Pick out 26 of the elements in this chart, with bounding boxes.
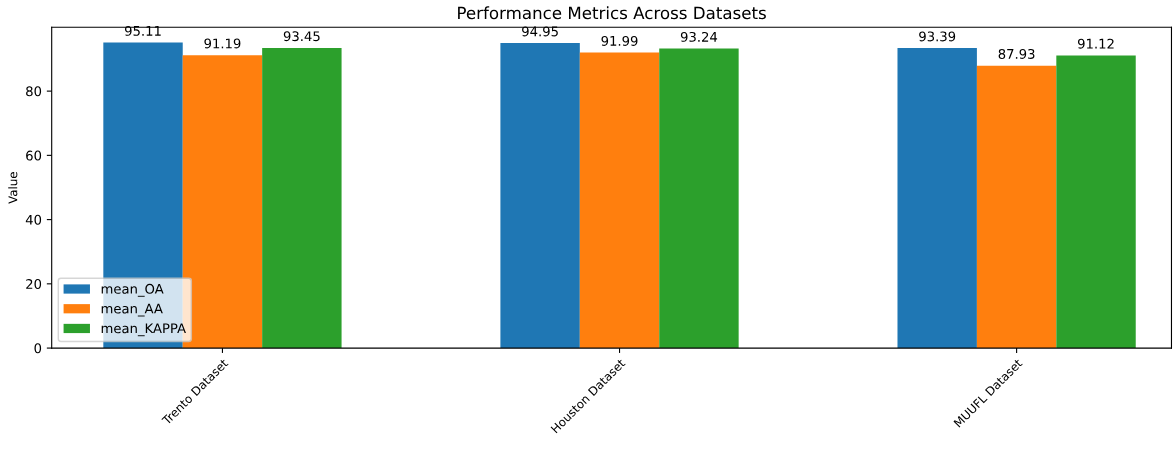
legend-label: mean_AA	[101, 303, 163, 317]
y-tick-label: 40	[25, 214, 42, 225]
data-label: 91.99	[601, 35, 638, 46]
y-tick-label: 0	[34, 343, 42, 354]
y-tick-label: 60	[26, 150, 42, 161]
bar	[262, 47, 342, 349]
y-tick-label: 80	[26, 86, 42, 97]
bar	[659, 48, 739, 349]
data-label: 93.39	[919, 31, 956, 42]
data-label: 91.12	[1077, 38, 1114, 49]
data-label: 87.93	[998, 48, 1035, 59]
bar	[1056, 55, 1136, 349]
data-label: 94.95	[522, 26, 558, 37]
legend-label: mean_KAPPA	[101, 323, 186, 337]
data-label: 93.24	[680, 31, 718, 42]
bar	[579, 52, 660, 349]
bar	[976, 65, 1057, 349]
bar	[500, 43, 580, 349]
chart-title: Performance Metrics Across Datasets	[458, 6, 766, 20]
data-label: 93.45	[283, 31, 320, 42]
legend-label: mean_OA	[101, 283, 164, 297]
data-label: 91.19	[204, 38, 241, 49]
data-label: 95.11	[124, 25, 161, 36]
y-axis-title: Value	[8, 172, 18, 204]
y-tick-label: 20	[26, 279, 42, 290]
bar	[897, 48, 977, 349]
